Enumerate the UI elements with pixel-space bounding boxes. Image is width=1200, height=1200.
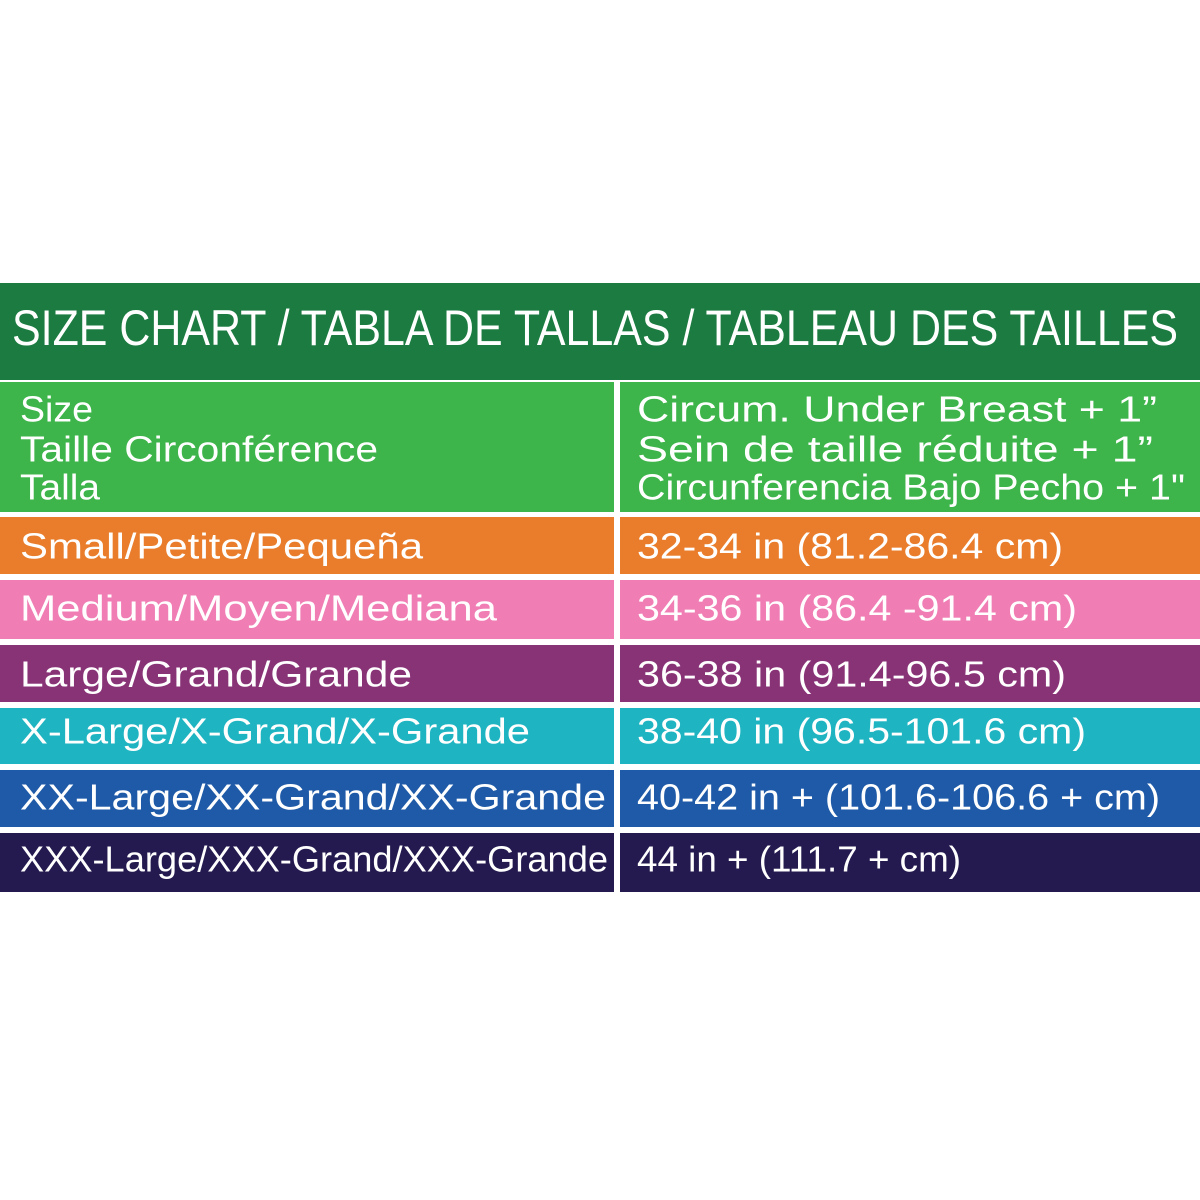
row: XXX-Large/XXX-Grand/XXX-Grande 44 in + (… <box>0 833 1200 892</box>
row: XX-Large/XX-Grand/XX-Grande 40-42 in + (… <box>0 770 1200 827</box>
header-text: Size <box>20 389 93 430</box>
cell <box>0 517 614 574</box>
cell <box>620 708 1200 764</box>
cell <box>0 770 614 827</box>
header-text: Circum. Under Breast + 1” <box>637 389 1157 430</box>
cell <box>0 580 614 639</box>
cell <box>0 833 614 892</box>
measure: 38-40 in (96.5-101.6 cm) <box>637 711 1086 752</box>
cell <box>0 645 614 702</box>
cell <box>620 770 1200 827</box>
title: SIZE CHART / TABLA DE TALLAS / TABLEAU D… <box>12 300 1178 356</box>
row: Large/Grand/Grande 36-38 in (91.4-96.5 c… <box>0 645 1200 702</box>
cell <box>0 708 614 764</box>
size-label: XX-Large/XX-Grand/XX-Grande <box>20 777 606 818</box>
measure: 32-34 in (81.2-86.4 cm) <box>637 526 1063 567</box>
header-text: Circunferencia Bajo Pecho + 1" <box>637 467 1185 508</box>
title-bar <box>0 283 1200 380</box>
measure: 34-36 in (86.4 -91.4 cm) <box>637 588 1077 629</box>
cell <box>620 580 1200 639</box>
header-cell <box>620 382 1200 512</box>
measure: 40-42 in + (101.6-106.6 + cm) <box>637 777 1160 818</box>
measure: 36-38 in (91.4-96.5 cm) <box>637 654 1066 695</box>
row: Small/Petite/Pequeña 32-34 in (81.2-86.4… <box>0 517 1200 574</box>
size-label: X-Large/X-Grand/X-Grande <box>20 711 530 752</box>
header-text: Taille Circonférence <box>20 429 378 470</box>
size-label: XXX-Large/XXX-Grand/XXX-Grande <box>20 839 608 880</box>
header-text: Sein de taille réduite + 1” <box>637 429 1153 470</box>
header-cell <box>0 382 614 512</box>
cell <box>620 517 1200 574</box>
header-text: Talla <box>20 467 101 508</box>
row: Medium/Moyen/Mediana 34-36 in (86.4 -91.… <box>0 580 1200 639</box>
cell <box>620 645 1200 702</box>
measure: 44 in + (111.7 + cm) <box>637 839 961 880</box>
size-label: Small/Petite/Pequeña <box>20 526 424 567</box>
cell <box>620 833 1200 892</box>
size-label: Medium/Moyen/Mediana <box>20 588 498 629</box>
row: X-Large/X-Grand/X-Grande 38-40 in (96.5-… <box>0 708 1200 764</box>
size-label: Large/Grand/Grande <box>20 654 412 695</box>
